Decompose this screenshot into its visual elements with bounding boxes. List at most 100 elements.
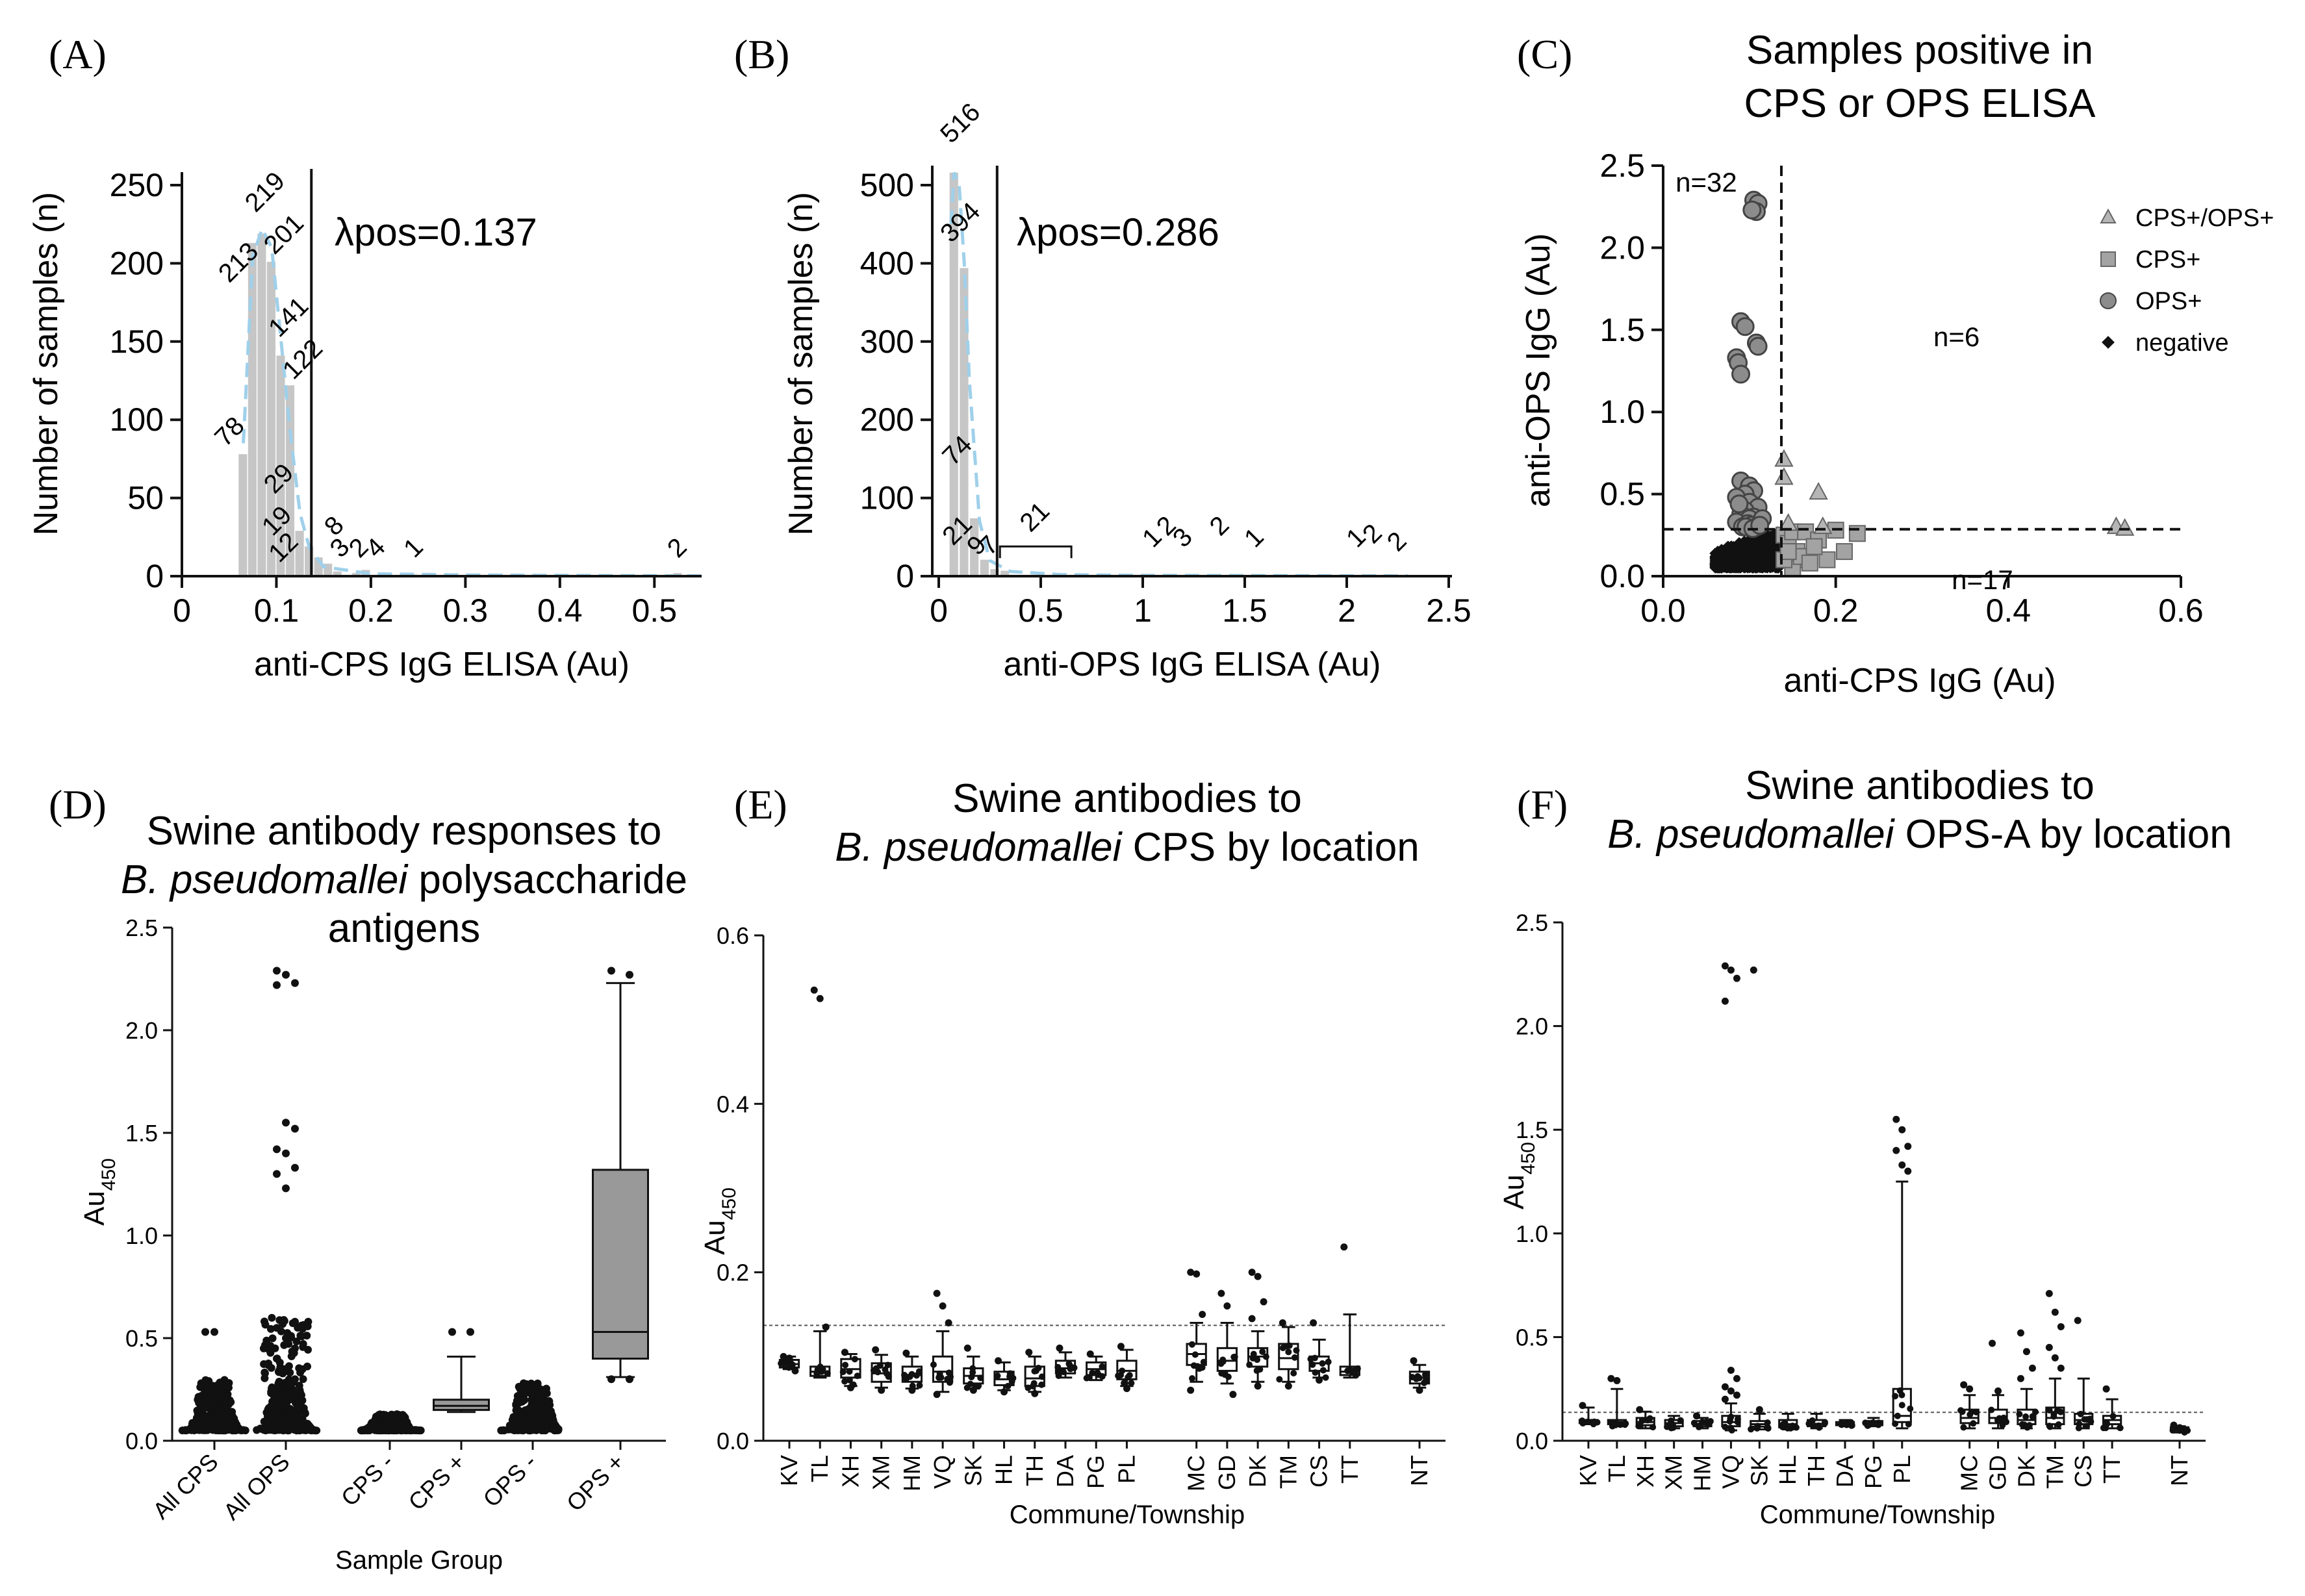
f-outlier-point <box>1994 1387 2002 1395</box>
f-outlier-point <box>2102 1385 2110 1393</box>
e-outlier-point <box>902 1349 910 1357</box>
d-outlier-point <box>291 1163 299 1172</box>
b-x-axis-label: anti-OPS IgG ELISA (Au) <box>1004 646 1381 683</box>
d-swarm-point <box>259 1344 268 1352</box>
e-point <box>874 1369 882 1376</box>
d-outlier-point <box>282 1184 290 1193</box>
d-swarm-point <box>275 1358 284 1367</box>
a-x-tick-label: 0.1 <box>254 592 299 629</box>
f-x-tick-label: KV <box>1575 1455 1601 1486</box>
d-swarm-point <box>286 1394 294 1402</box>
f-point <box>2016 1411 2023 1418</box>
f-point <box>1754 1423 1761 1430</box>
d-swarm-point <box>264 1404 273 1412</box>
f-outlier-point <box>2045 1343 2053 1351</box>
f-outlier-point <box>2028 1364 2036 1372</box>
e-point <box>1200 1358 1207 1365</box>
d-swarm-point <box>515 1399 524 1407</box>
e-x-tick-label: TT <box>1336 1455 1363 1484</box>
b-data-label: 21 <box>1015 497 1056 538</box>
e-point <box>916 1382 923 1389</box>
d-swarm-point <box>299 1375 307 1384</box>
d-swarm-point <box>528 1391 537 1400</box>
a-x-tick-label: 0.2 <box>348 592 394 629</box>
d-swarm-point <box>303 1362 312 1371</box>
d-x-tick-label: OPS + <box>561 1449 630 1517</box>
d-outlier-point <box>273 1170 281 1178</box>
c-negative-point <box>1709 551 1721 563</box>
d-x-tick-label: All OPS <box>218 1449 295 1525</box>
e-outlier-point <box>780 1352 787 1360</box>
e-y-axis-label: Au450 <box>699 1187 740 1255</box>
f-point <box>1690 1419 1698 1426</box>
d-swarm-point <box>518 1426 526 1435</box>
e-outlier-point <box>1000 1388 1008 1396</box>
e-point <box>1291 1354 1298 1361</box>
e-point <box>1217 1360 1225 1367</box>
d-swarm-point <box>233 1421 241 1429</box>
a-bar <box>276 355 285 576</box>
e-point <box>1319 1367 1327 1374</box>
e-point <box>1067 1365 1074 1373</box>
e-point <box>846 1376 853 1384</box>
f-point <box>2046 1423 2054 1430</box>
d-swarm-point <box>213 1393 222 1401</box>
f-point <box>2117 1425 2124 1432</box>
d-swarm-point <box>280 1341 288 1349</box>
b-lambda-annotation: λpos=0.286 <box>1017 210 1219 254</box>
e-point <box>876 1362 884 1369</box>
d-swarm-point <box>222 1382 230 1390</box>
f-y-label-main: Au <box>1498 1174 1530 1210</box>
b-data-label: 516 <box>935 97 986 148</box>
c-negative-point <box>1739 538 1751 550</box>
f-outlier-point <box>1636 1406 1644 1413</box>
a-bar <box>238 454 248 576</box>
e-point <box>1322 1374 1329 1381</box>
d-outlier-point <box>520 1379 528 1387</box>
c-both-positive-point <box>1774 467 1794 485</box>
f-outlier-point <box>1966 1385 1974 1393</box>
f-x-tick-label: VQ <box>1717 1455 1744 1489</box>
b-bracket <box>999 545 1073 559</box>
e-x-axis-label: Commune/Township <box>1010 1501 1245 1529</box>
f-outlier-point <box>1727 966 1735 974</box>
f-point <box>1649 1424 1657 1431</box>
d-swarm-point <box>192 1426 201 1434</box>
b-y-tick-label: 400 <box>860 245 914 281</box>
f-title-line-2: B. pseudomallei OPS-A by location <box>1607 812 2232 857</box>
b-data-label: 394 <box>935 197 986 247</box>
e-outlier-point <box>1340 1243 1348 1251</box>
f-outlier-point <box>1721 1383 1729 1391</box>
e-point <box>1421 1371 1429 1378</box>
d-swarm-point <box>524 1408 532 1416</box>
e-point <box>1007 1373 1014 1380</box>
a-y-axis-label: Number of samples (n) <box>27 192 65 536</box>
f-outlier-point <box>2057 1323 2065 1330</box>
e-outlier-point <box>1279 1319 1286 1326</box>
c-ops-positive-point <box>1742 200 1762 220</box>
f-point <box>1996 1415 2003 1422</box>
f-outlier-point <box>1693 1412 1701 1420</box>
e-point <box>1032 1367 1039 1374</box>
a-y-tick-label: 200 <box>110 245 164 281</box>
f-outlier-point <box>1721 962 1729 970</box>
a-bar <box>295 531 304 576</box>
d-swarm-point <box>212 1413 221 1422</box>
c-legend-marker <box>2100 208 2117 223</box>
b-y-tick-label: 200 <box>860 401 914 438</box>
panel-a-histogram: (A) 0 0.1 0.2 0.3 0.4 0.505010015020025078213… <box>27 31 702 683</box>
d-title-line-3: antigens <box>328 906 480 951</box>
a-y-tick-label: 0 <box>146 558 164 594</box>
d-y-tick-label: 1.0 <box>125 1222 158 1249</box>
f-outlier-point <box>2017 1374 2024 1382</box>
d-swarm-point <box>279 1415 288 1424</box>
d-swarm-point <box>535 1399 543 1407</box>
d-swarm-point <box>238 1426 247 1434</box>
d-outlier-point <box>273 981 281 989</box>
e-point <box>841 1378 848 1385</box>
d-outlier-point <box>607 967 615 975</box>
a-lambda-annotation: λpos=0.137 <box>335 210 537 254</box>
c-y-tick-label: 2.5 <box>1599 147 1645 184</box>
c-legend-marker <box>2100 292 2117 309</box>
e-x-tick-label: GD <box>1214 1455 1240 1490</box>
